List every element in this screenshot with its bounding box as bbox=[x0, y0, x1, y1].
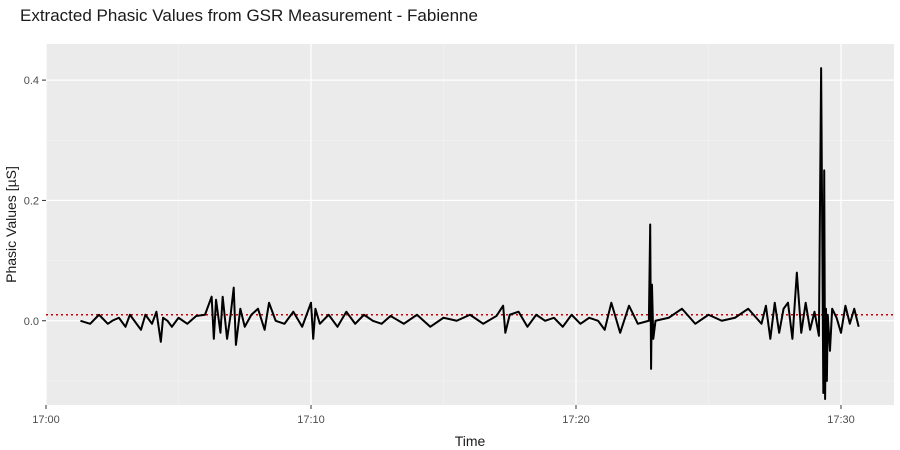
y-tick-label: 0.2 bbox=[24, 195, 39, 207]
grid-lines bbox=[45, 44, 894, 405]
y-tick-label: 0.4 bbox=[24, 75, 39, 87]
plot-background bbox=[46, 44, 894, 405]
y-axis-title: Phasic Values [µS] bbox=[3, 166, 19, 283]
x-axis-title: Time bbox=[455, 433, 486, 449]
series-layer bbox=[80, 67, 860, 400]
x-tick-label: 17:20 bbox=[562, 414, 590, 426]
chart-title: Extracted Phasic Values from GSR Measure… bbox=[20, 6, 478, 25]
axis-layer: 0.0 0.2 0.4 17:00 17:10 17:20 17:30 bbox=[24, 75, 855, 426]
series-line bbox=[80, 67, 860, 400]
x-tick-label: 17:30 bbox=[827, 414, 855, 426]
x-tick-label: 17:10 bbox=[297, 414, 325, 426]
x-tick-label: 17:00 bbox=[32, 414, 60, 426]
y-tick-label: 0.0 bbox=[24, 316, 39, 328]
